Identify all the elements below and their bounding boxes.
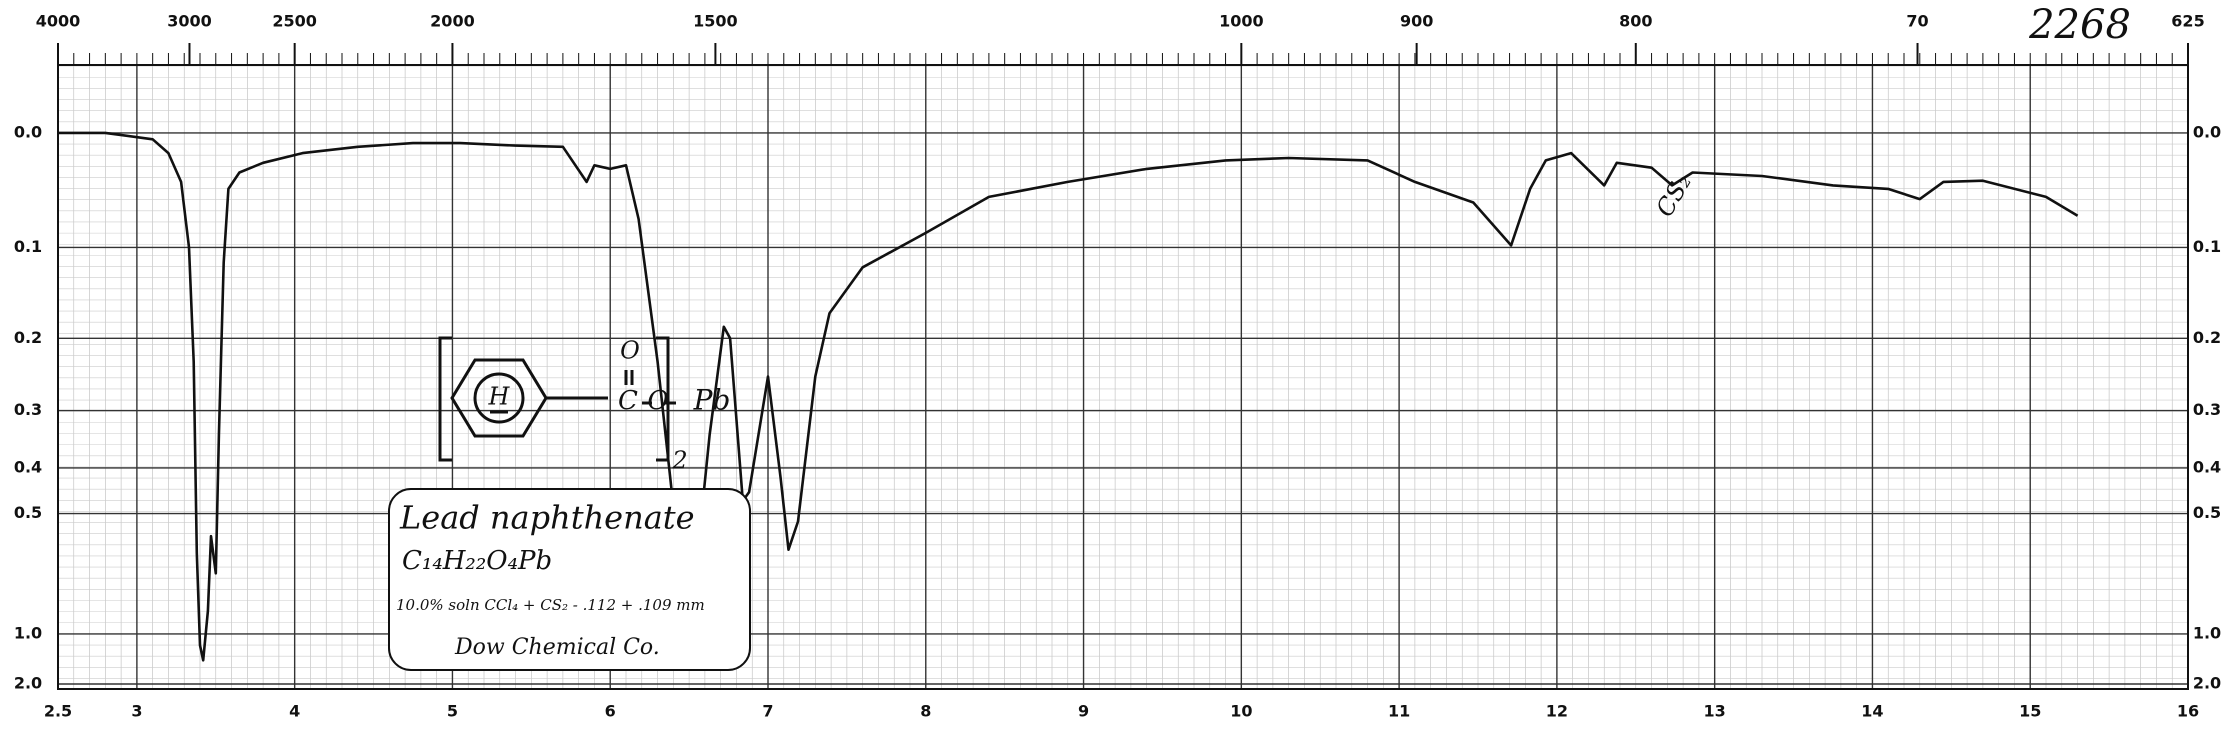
x-tick-label: 2.5 (44, 702, 72, 721)
y-tick-label-right: 0.3 (2193, 400, 2221, 419)
y-tick-label-right: 1.0 (2193, 623, 2221, 642)
x2-tick-label: 3000 (167, 12, 212, 31)
formula: C₁₄H₂₂O₄Pb (402, 546, 552, 576)
x-tick-label: 11 (1388, 702, 1410, 721)
x-tick-label: 4 (289, 702, 300, 721)
marks (58, 131, 2079, 662)
y-tick-label-right: 0.0 (2193, 122, 2221, 141)
carbon: C (618, 386, 638, 416)
x2-tick-label: 2500 (272, 12, 317, 31)
x-tick-label: 10 (1230, 702, 1252, 721)
y-tick-label-right: 2.0 (2193, 673, 2221, 692)
y-tick-label: 1.0 (14, 623, 42, 642)
count: 2 (671, 447, 687, 475)
x2-tick-label: 4000 (36, 12, 81, 31)
y-tick-label-right: 0.5 (2193, 503, 2221, 522)
x2-tick-label: 625 (2171, 12, 2204, 31)
x-tick-label: 3 (131, 702, 142, 721)
y-tick-label: 0.1 (14, 237, 42, 256)
plot-frame (57, 64, 2189, 690)
x-tick-label: 16 (2177, 702, 2199, 721)
compound-name: Lead naphthenate (399, 499, 695, 537)
x2-tick-label: 900 (1400, 12, 1433, 31)
bracket-right (656, 336, 670, 462)
y-tick-label-right: 0.2 (2193, 328, 2221, 347)
x-tick-label: 5 (447, 702, 458, 721)
structure (438, 336, 676, 462)
label-box (388, 488, 751, 671)
spectrum-line (58, 131, 2079, 662)
x-tick-label: 8 (920, 702, 931, 721)
y-tick-label: 0.0 (14, 122, 42, 141)
spectrum-number: 2268 (2028, 2, 2131, 48)
ring-circle (473, 372, 525, 424)
x-tick-label: 13 (1704, 702, 1726, 721)
sample-note: 10.0% soln CCl₄ + CS₂ - .112 + .109 mm (396, 596, 705, 614)
x-tick-label: 9 (1078, 702, 1089, 721)
carbonyl-oxygen: O (620, 337, 640, 365)
x2-tick-label: 1000 (1219, 12, 1264, 31)
x-tick-label: 14 (1861, 702, 1883, 721)
x-tick-label: 7 (762, 702, 773, 721)
y-tick-label: 0.2 (14, 328, 42, 347)
x-tick-label: 15 (2019, 702, 2041, 721)
y-tick-label-right: 0.4 (2193, 457, 2221, 476)
source: Dow Chemical Co. (454, 635, 660, 660)
x2-tick-label: 70 (1906, 12, 1928, 31)
y-tick-label: 0.5 (14, 503, 42, 522)
ester-oxygen: O (647, 386, 668, 416)
y-tick-label: 0.4 (14, 457, 42, 476)
x-tick-label: 6 (605, 702, 616, 721)
y-tick-label: 0.3 (14, 400, 42, 419)
x2-tick-label: 800 (1619, 12, 1652, 31)
metal: Pb (693, 384, 731, 417)
bracket-left (438, 336, 452, 462)
ring-label: H (488, 383, 511, 411)
x2-tick-label: 2000 (430, 12, 475, 31)
x-tick-label: 12 (1546, 702, 1568, 721)
y-tick-label: 2.0 (14, 673, 42, 692)
y-tick-label-right: 0.1 (2193, 237, 2221, 256)
x2-tick-label: 1500 (693, 12, 738, 31)
